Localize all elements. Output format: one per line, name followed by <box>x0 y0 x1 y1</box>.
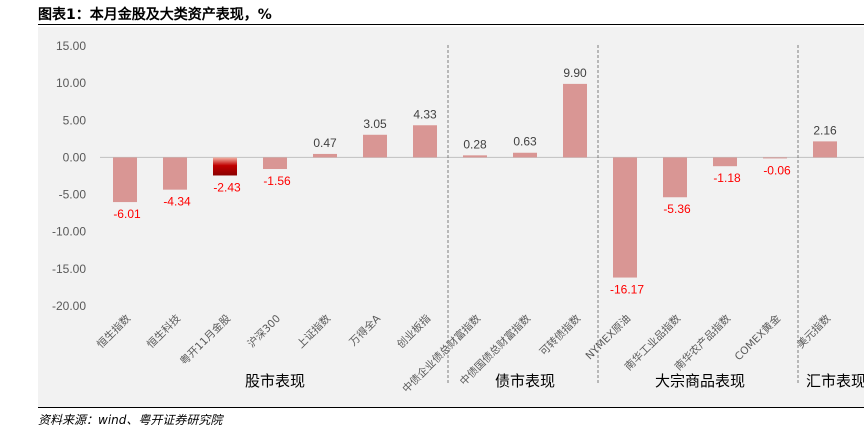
group-label: 债市表现 <box>495 372 555 390</box>
group-label: 汇市表现 <box>806 372 864 390</box>
y-tick-label: -15.00 <box>52 262 86 276</box>
bar <box>613 157 637 278</box>
plot-background <box>38 27 864 408</box>
data-label: 2.16 <box>813 123 837 137</box>
bar <box>113 157 137 203</box>
title-divider <box>38 24 864 25</box>
y-tick-label: -20.00 <box>52 299 86 313</box>
bar-highlight <box>213 157 237 176</box>
source-note: 资料来源：wind、粤开证券研究院 <box>38 413 223 427</box>
data-label: 0.63 <box>513 135 537 149</box>
bar <box>263 157 287 170</box>
y-tick-label: 0.00 <box>63 150 87 164</box>
bar <box>363 134 387 158</box>
data-label: 3.05 <box>363 117 387 131</box>
bar <box>413 125 437 158</box>
group-label: 股市表现 <box>245 372 305 390</box>
y-tick-label: 10.00 <box>56 76 86 90</box>
data-label: -0.06 <box>763 163 791 177</box>
y-tick-label: -5.00 <box>59 188 87 202</box>
data-label: -6.01 <box>113 207 141 221</box>
data-label: -1.18 <box>713 171 741 185</box>
bar <box>763 157 787 159</box>
bar <box>563 83 587 158</box>
bar <box>463 155 487 158</box>
group-label: 大宗商品表现 <box>655 372 745 390</box>
bar <box>313 153 337 158</box>
bar <box>663 157 687 198</box>
chart-area: 15.00 10.00 5.00 0.00 -5.00 -10.00 -15.00 -20.0… <box>38 27 864 408</box>
y-tick-label: 5.00 <box>63 113 87 127</box>
bar <box>713 157 737 167</box>
bar-chart: 15.00 10.00 5.00 0.00 -5.00 -10.00 -15.00 -20.0… <box>38 27 864 408</box>
data-label: 9.90 <box>563 66 587 80</box>
data-label: -16.17 <box>610 283 644 297</box>
data-label: -2.43 <box>213 180 241 194</box>
y-tick-label: -10.00 <box>52 225 86 239</box>
data-label: 4.33 <box>413 107 437 121</box>
chart-title: 图表1：本月金股及大类资产表现，% <box>38 7 272 23</box>
data-label: -1.56 <box>263 174 291 188</box>
bar <box>513 152 537 158</box>
data-label: -4.34 <box>163 195 191 209</box>
bar <box>163 157 187 190</box>
bar <box>813 141 837 158</box>
source-divider <box>38 407 864 408</box>
data-label: 0.47 <box>313 136 337 150</box>
data-label: -5.36 <box>663 202 691 216</box>
data-label: 0.28 <box>463 137 487 151</box>
y-tick-label: 15.00 <box>56 39 86 53</box>
